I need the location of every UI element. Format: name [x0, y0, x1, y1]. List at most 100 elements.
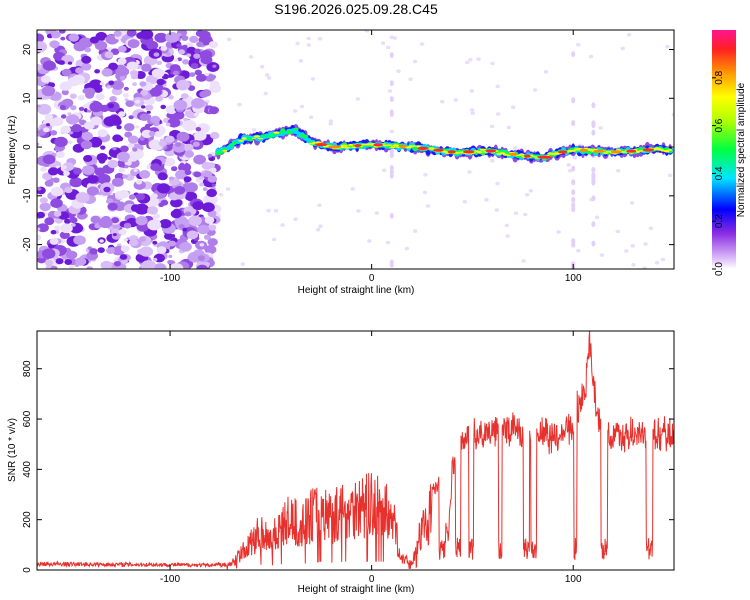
noise-blob — [182, 227, 188, 232]
noise-blob — [84, 47, 92, 53]
noise-spot — [528, 189, 533, 193]
snr-xlabel: Height of straight line (km) — [298, 584, 415, 595]
noise-spot — [476, 57, 481, 61]
noise-blob — [55, 151, 65, 159]
noise-blob — [174, 58, 179, 62]
noise-blob — [174, 142, 182, 147]
noise-blob — [55, 258, 64, 265]
snr-frame — [36, 330, 675, 571]
noise-blob — [135, 216, 148, 226]
noise-blob — [176, 43, 182, 48]
noise-spot — [387, 89, 393, 93]
noise-blob — [151, 68, 165, 78]
y-tick-label: -10 — [22, 188, 33, 203]
noise-blob — [58, 30, 66, 34]
noise-blob — [37, 211, 45, 219]
noise-spot — [419, 42, 425, 46]
ridge-peak — [463, 150, 475, 154]
noise-blob — [139, 236, 146, 242]
noise-blob — [64, 218, 71, 224]
ridge-peak — [417, 146, 429, 150]
ridge-segment — [257, 138, 264, 140]
noise-blob — [64, 187, 73, 194]
noise-blob — [128, 238, 139, 247]
ridge-segment — [351, 146, 357, 148]
noise-blob — [119, 254, 128, 260]
noise-spot — [572, 156, 578, 160]
noise-blob — [132, 82, 138, 86]
noise-blob — [211, 74, 217, 79]
noise-blob — [186, 46, 197, 55]
noise-blob — [128, 115, 134, 120]
noise-blob — [164, 232, 173, 240]
noise-blob — [153, 52, 160, 57]
noise-blob — [60, 36, 66, 41]
noise-blob — [147, 219, 162, 231]
noise-blob — [60, 223, 73, 234]
noise-blob — [154, 32, 168, 43]
noise-blob — [195, 30, 205, 37]
noise-spot — [317, 36, 323, 41]
noise-blob — [193, 171, 202, 178]
noise-spot — [280, 223, 285, 227]
x-tick-label: -100 — [160, 574, 180, 585]
noise-blob — [150, 163, 161, 172]
colorbar-tick-label: 0.2 — [714, 214, 725, 228]
noise-spot — [668, 173, 673, 178]
noise-blob — [61, 98, 74, 108]
noise-blob — [189, 72, 196, 77]
noise-spot — [513, 146, 518, 150]
noise-blob — [171, 166, 178, 172]
noise-blob — [208, 224, 217, 231]
noise-spot — [385, 240, 391, 245]
noise-blob — [123, 238, 128, 242]
noise-blob — [67, 61, 73, 65]
noise-blob — [133, 169, 138, 172]
noise-blob — [59, 60, 65, 65]
noise-spot — [523, 212, 528, 217]
noise-spot — [248, 55, 254, 59]
noise-blob — [208, 106, 219, 115]
noise-blob — [123, 86, 129, 91]
noise-blob — [156, 183, 171, 194]
noise-spot — [588, 54, 594, 59]
noise-blob — [150, 193, 158, 199]
noise-blob — [69, 217, 78, 224]
noise-blob — [39, 202, 51, 212]
noise-blob — [194, 131, 207, 141]
noise-blob — [73, 41, 87, 52]
noise-blob — [180, 162, 184, 166]
noise-blob — [164, 157, 176, 167]
noise-blob — [173, 208, 181, 215]
noise-blob — [139, 30, 154, 40]
noise-blob — [165, 122, 171, 127]
noise-blob — [48, 167, 59, 176]
noise-blob — [86, 186, 99, 196]
ridge-segment — [344, 146, 351, 149]
noise-blob — [121, 259, 128, 265]
noise-blob — [153, 263, 167, 269]
noise-blob — [117, 45, 127, 53]
streak-spot — [571, 196, 576, 203]
noise-blob — [139, 246, 154, 257]
noise-blob — [87, 175, 99, 184]
noise-blob — [212, 64, 217, 68]
noise-spot — [521, 259, 526, 263]
noise-blob — [181, 35, 189, 41]
noise-blob — [169, 263, 184, 269]
noise-blob — [168, 240, 176, 247]
ridge-segment — [519, 153, 525, 156]
noise-blob — [118, 111, 126, 117]
noise-blob — [174, 215, 188, 226]
noise-blob — [123, 93, 129, 98]
noise-spot — [266, 76, 272, 80]
noise-blob — [83, 155, 93, 162]
ridge-segment — [622, 151, 628, 153]
noise-blob — [211, 183, 216, 187]
snr-marks — [37, 331, 674, 570]
ridge-segment — [286, 129, 293, 135]
noise-spot — [648, 226, 654, 231]
noise-spot — [495, 84, 500, 89]
